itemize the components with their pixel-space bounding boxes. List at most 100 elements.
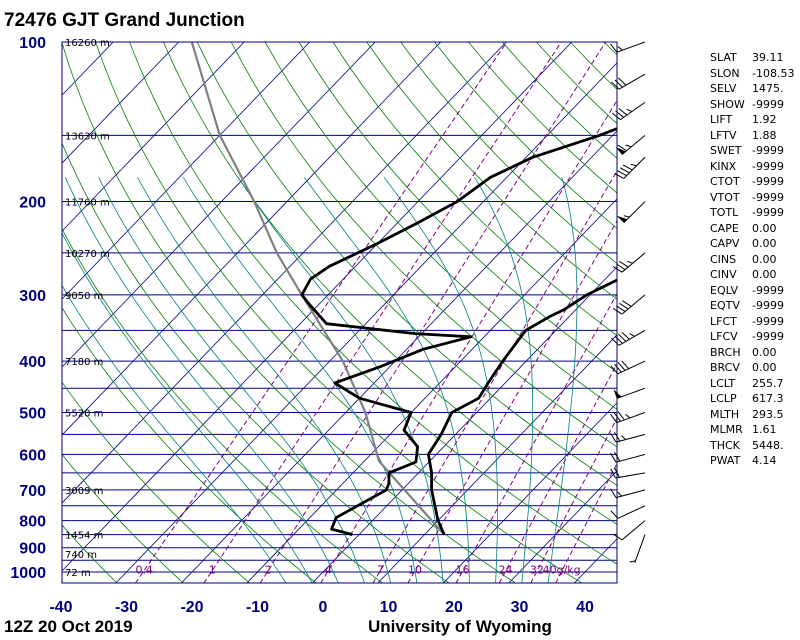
isotherm	[62, 42, 245, 232]
wind-barb	[610, 467, 646, 479]
parcel-path	[190, 42, 446, 536]
wind-barb	[610, 360, 646, 375]
barb-shaft	[623, 201, 646, 224]
barb-feather	[614, 363, 622, 373]
barb-feather	[625, 413, 631, 419]
temperature-tick-label: -40	[49, 599, 72, 616]
barb-feather	[617, 144, 627, 152]
dry-adiabat	[62, 306, 317, 583]
barb-feather	[613, 412, 621, 422]
barb-feather	[617, 46, 623, 51]
dry-adiabat	[62, 524, 118, 583]
index-label: CINV	[710, 268, 737, 281]
barb-shaft	[634, 534, 646, 563]
barb-feather	[610, 365, 619, 375]
temperature-tick-label: 0	[319, 599, 328, 616]
index-label: CAPE	[710, 221, 739, 235]
moist-adiabat	[383, 177, 498, 583]
index-label: EQTV	[710, 299, 740, 312]
plot-frame	[61, 41, 618, 584]
wind-barb	[615, 134, 646, 155]
index-label: LFCT	[710, 314, 737, 328]
wind-barb	[616, 201, 646, 224]
index-label: THCK	[710, 438, 740, 452]
mixing-ratio-line	[407, 220, 617, 583]
pressure-tick-label: 300	[19, 288, 46, 305]
mixing-ratio-line	[134, 42, 508, 583]
barb-shaft	[615, 453, 646, 463]
isotherm	[246, 198, 617, 583]
dry-adiabat	[62, 42, 516, 583]
barb-feather	[622, 164, 633, 171]
index-row: LFCT -9999	[710, 314, 798, 330]
index-row: SHOW -9999	[710, 97, 798, 113]
isotherm	[62, 42, 376, 368]
index-row: SELV 1475.	[710, 81, 798, 97]
chart-title: 72476 GJT Grand Junction	[4, 10, 245, 31]
wind-barb	[614, 156, 646, 179]
dry-adiabat	[163, 42, 617, 525]
grid-lines	[62, 42, 617, 583]
wind-barb	[629, 534, 646, 563]
isotherm	[62, 42, 507, 504]
index-row: MLMR 1.61	[710, 422, 798, 438]
barb-shaft	[618, 329, 646, 346]
barb-feather	[614, 173, 625, 179]
index-row: CINV 0.00	[710, 267, 798, 283]
temperature-tick-label: 10	[380, 599, 398, 616]
wind-barb	[610, 505, 646, 519]
moist-adiabat	[304, 177, 470, 583]
barb-feather	[617, 362, 626, 371]
barb-shaft	[615, 433, 646, 443]
barb-shaft	[620, 101, 646, 121]
index-label: LFCV	[710, 330, 738, 343]
temperature-tick-label: -10	[246, 599, 269, 616]
wind-barb	[613, 387, 646, 399]
index-value: 39.11	[752, 51, 784, 64]
mixing-ratio-line	[372, 170, 617, 583]
barb-feather	[615, 110, 625, 118]
dry-adiabat	[230, 42, 617, 448]
index-label: BRCH	[710, 345, 741, 359]
barb-feather	[626, 108, 633, 113]
index-value: -9999	[752, 330, 784, 343]
index-label: SHOW	[710, 97, 745, 111]
pressure-tick-label: 200	[19, 195, 46, 212]
barb-feather	[629, 333, 635, 337]
barb-feather	[613, 266, 623, 273]
barb-shaft	[615, 472, 646, 479]
barb-feather	[619, 260, 629, 268]
barb-feather	[617, 411, 625, 421]
index-row: THCK 5448.	[710, 438, 798, 454]
barb-feather	[611, 112, 621, 120]
index-value: -9999	[752, 299, 784, 312]
index-row: VTOT -9999	[710, 190, 798, 206]
temperature-profile	[427, 278, 617, 536]
mixing-ratio-label: 7	[377, 564, 384, 577]
index-value: 293.5	[752, 407, 784, 421]
mixing-ratio-label: 16	[456, 564, 470, 577]
barb-shaft	[618, 73, 646, 90]
index-row: EQTV -9999	[710, 298, 798, 314]
wind-barb	[610, 41, 646, 53]
index-row: LIFT 1.92	[710, 112, 798, 128]
barb-shaft	[621, 294, 646, 315]
barb-feather	[619, 302, 629, 310]
index-value: 255.7	[752, 376, 784, 390]
index-value: -9999	[752, 97, 784, 111]
moist-adiabat	[62, 284, 287, 583]
barb-shaft	[616, 41, 646, 53]
barb-shaft	[617, 360, 646, 375]
pressure-tick-label: 600	[19, 447, 46, 464]
height-label: 7180 m	[65, 357, 103, 368]
barb-shaft	[621, 520, 646, 541]
index-value: -9999	[752, 190, 784, 204]
barb-feather	[622, 300, 632, 307]
height-label: 5520 m	[65, 408, 103, 419]
index-value: 0.00	[752, 221, 777, 235]
index-row: LFTV 1.88	[710, 128, 798, 144]
index-value: 5448.	[752, 438, 784, 452]
wind-barb	[610, 431, 646, 443]
dry-adiabat	[400, 42, 617, 265]
